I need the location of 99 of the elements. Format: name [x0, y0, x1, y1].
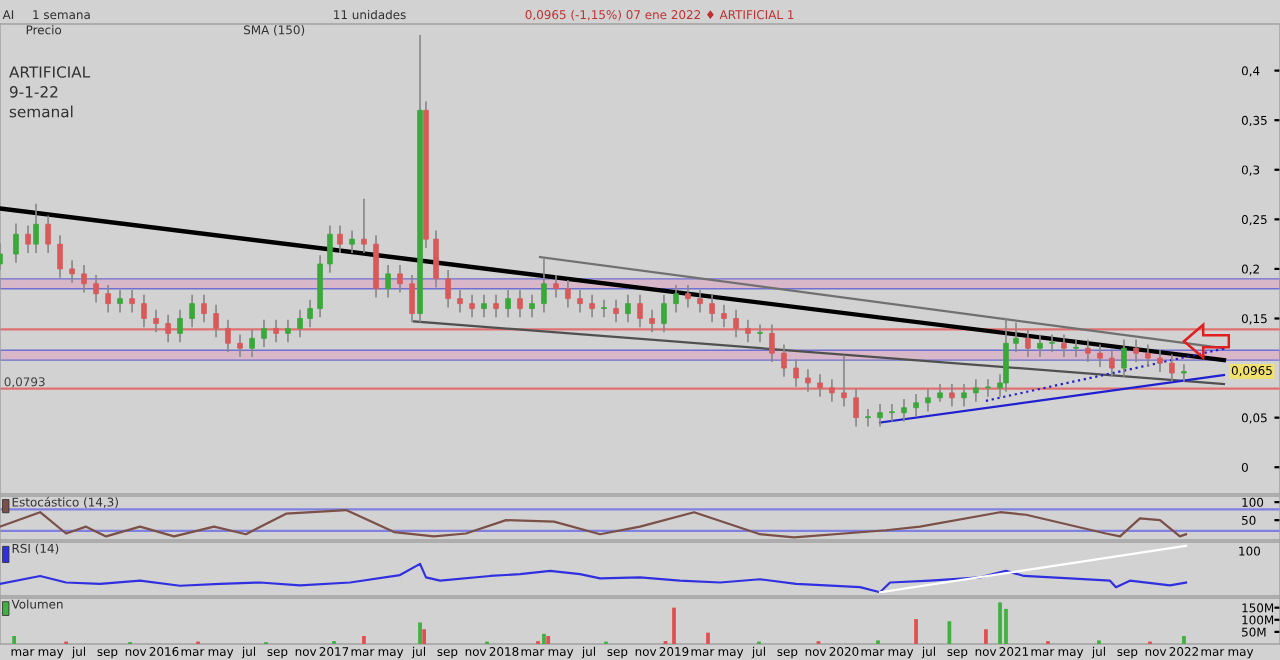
candlestick — [985, 379, 991, 397]
candlestick — [589, 294, 595, 318]
candlestick — [177, 309, 183, 343]
candlestick — [733, 309, 739, 338]
candlestick — [949, 384, 955, 407]
candlestick — [781, 344, 787, 377]
candlestick — [613, 299, 619, 323]
candlestick — [1181, 364, 1187, 382]
candlestick — [841, 355, 847, 407]
candlestick — [889, 403, 895, 422]
candlestick — [529, 294, 535, 318]
candlestick — [517, 289, 523, 318]
candlestick — [673, 284, 679, 313]
candlestick — [1169, 354, 1175, 382]
candlestick — [913, 394, 919, 417]
candlestick — [153, 309, 159, 333]
candlestick — [457, 289, 463, 313]
candlestick — [225, 319, 231, 353]
candlestick — [25, 225, 31, 253]
candlestick — [57, 235, 63, 278]
candlestick — [565, 279, 571, 308]
candlestick — [373, 235, 379, 298]
candlestick — [433, 230, 439, 288]
candlestick — [1025, 329, 1031, 358]
candlestick — [901, 398, 907, 422]
candlestick — [973, 379, 979, 402]
candlestick — [33, 203, 39, 253]
candlestick — [189, 294, 195, 328]
candlestick — [877, 403, 883, 427]
candlestick — [805, 369, 811, 392]
candlestick — [505, 289, 511, 318]
candlestick — [317, 255, 323, 318]
candlestick — [285, 319, 291, 343]
candlestick — [327, 225, 333, 273]
candlestick — [117, 289, 123, 313]
candlestick — [937, 384, 943, 402]
candlestick — [1145, 344, 1151, 367]
candlestick — [297, 309, 303, 338]
candlestick — [1003, 317, 1009, 392]
candlestick — [625, 294, 631, 323]
candlestick — [105, 284, 111, 313]
candlestick — [45, 215, 51, 253]
line-series — [0, 508, 1188, 539]
candlestick — [721, 304, 727, 328]
candlestick — [661, 294, 667, 333]
candlestick — [81, 265, 87, 293]
candlestick — [1121, 339, 1127, 377]
candlestick — [13, 223, 19, 263]
candlestick — [793, 359, 799, 387]
candlestick — [361, 198, 367, 253]
candlestick — [1097, 344, 1103, 367]
candlestick — [541, 258, 547, 313]
candlestick — [1037, 334, 1043, 358]
candlestick — [385, 265, 391, 298]
candlestick — [409, 275, 415, 323]
candlestick — [757, 324, 763, 343]
candlestick — [93, 275, 99, 303]
candlestick — [397, 265, 403, 293]
candlestick — [1085, 339, 1091, 362]
candlestick — [469, 294, 475, 318]
candlestick — [1049, 334, 1055, 353]
candlestick — [337, 225, 343, 253]
candlestick — [853, 389, 859, 427]
candlestick — [1061, 334, 1067, 358]
candlestick — [1073, 339, 1079, 358]
candlestick — [249, 329, 255, 358]
candlestick — [1157, 349, 1163, 372]
candlestick — [349, 230, 355, 253]
candlestick — [141, 294, 147, 328]
candlestick — [553, 275, 559, 298]
candlestick — [273, 319, 279, 343]
candlestick — [481, 294, 487, 318]
candlestick — [307, 299, 313, 328]
candlestick — [865, 408, 871, 427]
candlestick — [493, 294, 499, 318]
candlestick — [69, 260, 75, 283]
candlestick — [1013, 322, 1019, 353]
candlestick — [165, 314, 171, 343]
candlestick — [745, 319, 751, 343]
candlestick — [637, 294, 643, 328]
candlestick — [261, 319, 267, 348]
candlestick — [685, 284, 691, 308]
candlestick — [649, 309, 655, 333]
candlestick — [769, 324, 775, 362]
candlestick — [445, 270, 451, 308]
candlestick — [829, 379, 835, 402]
candlestick — [213, 304, 219, 338]
candlestick — [601, 299, 607, 318]
candlestick — [201, 294, 207, 323]
candlestick — [1133, 339, 1139, 362]
candlestick — [1109, 349, 1115, 377]
candlestick — [577, 289, 583, 313]
candlestick — [817, 374, 823, 397]
candlestick — [961, 384, 967, 407]
candlestick — [697, 289, 703, 313]
candlestick — [129, 289, 135, 313]
candlestick — [925, 389, 931, 412]
candlestick — [237, 334, 243, 358]
candlestick — [709, 294, 715, 323]
